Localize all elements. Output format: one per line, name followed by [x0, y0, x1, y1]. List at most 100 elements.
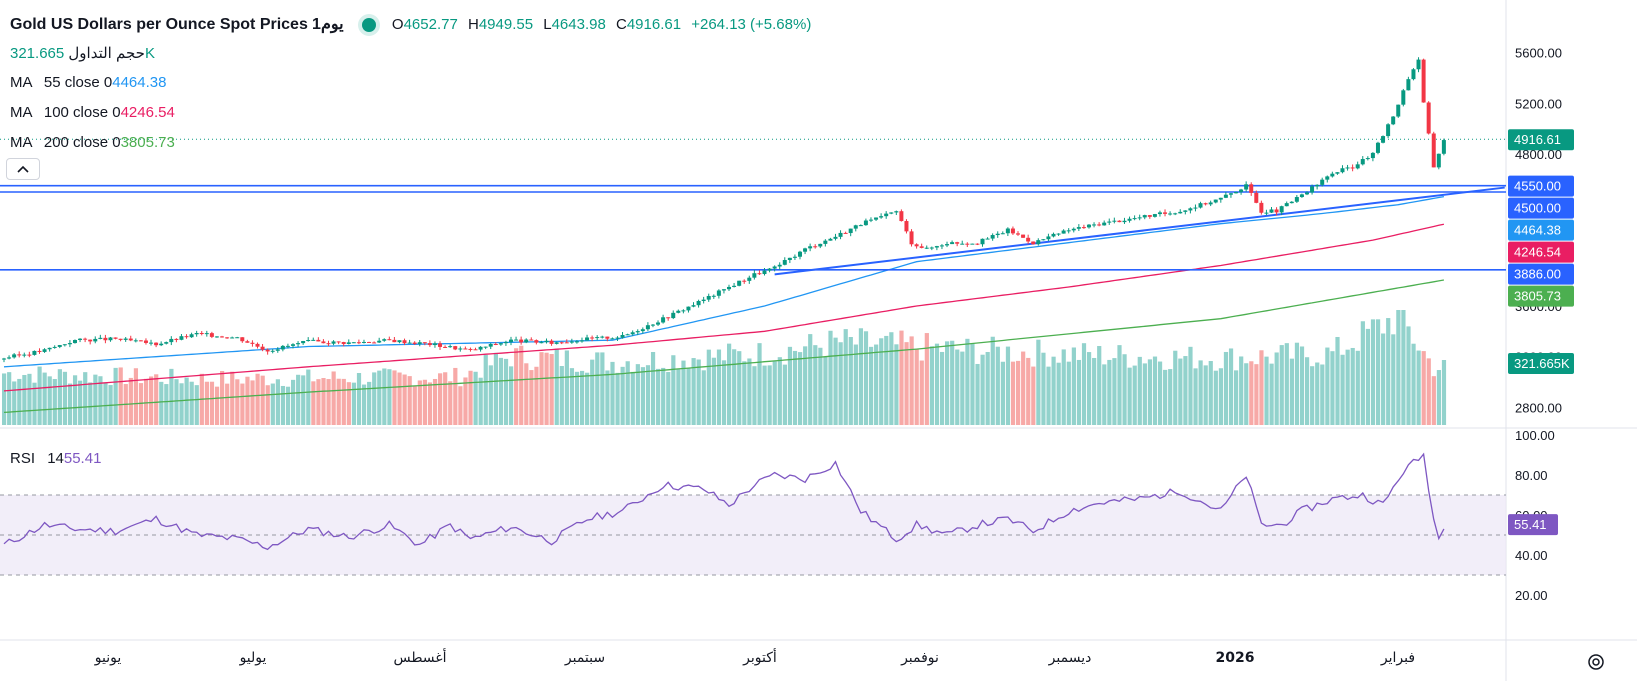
- candle-body: [1046, 236, 1051, 240]
- volume-bar: [1178, 358, 1183, 425]
- volume-bar: [1304, 357, 1310, 425]
- candle-body: [666, 317, 671, 319]
- candle-body: [265, 349, 270, 352]
- volume-bar: [1421, 351, 1426, 425]
- volume-bar: [407, 376, 412, 425]
- volume-bar: [118, 367, 123, 425]
- candle-body: [686, 306, 691, 311]
- ma55-legend[interactable]: MA 55 close 04464.38: [10, 74, 166, 91]
- candle-body: [1360, 159, 1365, 165]
- volume-bar: [1340, 354, 1345, 425]
- volume-bar: [965, 338, 970, 425]
- candle-body: [346, 342, 351, 345]
- candle-body: [1168, 213, 1173, 215]
- candle-body: [823, 240, 828, 244]
- symbol-title[interactable]: Gold US Dollars per Ounce Spot Prices: [10, 16, 308, 33]
- candle-body: [914, 244, 919, 247]
- volume-bar: [909, 336, 914, 425]
- gear-icon[interactable]: [1586, 652, 1606, 672]
- candle-body: [544, 340, 549, 343]
- price-label-text: 3805.73: [1514, 289, 1561, 304]
- candle-body: [559, 342, 564, 344]
- candle-body: [1218, 197, 1223, 200]
- candle-body: [656, 322, 661, 325]
- volume-value: 321.665K: [10, 45, 155, 62]
- candle-body: [772, 266, 777, 269]
- candle-body: [1375, 142, 1380, 153]
- volume-bar: [929, 346, 935, 425]
- candle-body: [1284, 203, 1289, 207]
- candle-body: [275, 349, 280, 351]
- volume-bar: [179, 383, 184, 425]
- ma200-legend[interactable]: MA 200 close 03805.73: [10, 134, 175, 151]
- candle-body: [37, 350, 42, 352]
- volume-bar: [853, 344, 858, 425]
- rsi-legend[interactable]: RSI 1455.41: [10, 450, 101, 467]
- volume-bar: [939, 351, 945, 425]
- volume-bar: [88, 382, 93, 425]
- candle-body: [174, 338, 179, 340]
- candle-body: [438, 343, 443, 347]
- volume-bar: [72, 375, 78, 425]
- candle-body: [625, 334, 630, 336]
- ma100-legend[interactable]: MA 100 close 04246.54: [10, 104, 175, 121]
- candle-body: [732, 285, 737, 287]
- volume-bar: [372, 372, 377, 425]
- volume-bar: [1102, 364, 1107, 425]
- volume-bar: [879, 338, 884, 425]
- candle-body: [483, 346, 488, 348]
- volume-bar: [585, 372, 590, 425]
- candle-body: [934, 246, 939, 248]
- volume-bar: [473, 371, 478, 425]
- candle-body: [133, 340, 138, 342]
- candle-body: [361, 341, 366, 343]
- volume-bar: [514, 348, 519, 425]
- volume-bar: [397, 372, 402, 425]
- volume-bar: [823, 356, 828, 425]
- candle-body: [1411, 69, 1416, 80]
- volume-legend[interactable]: حجم التداول 321.665K: [10, 44, 155, 62]
- volume-bar: [1335, 336, 1340, 425]
- price-label-box: [1508, 175, 1574, 197]
- volume-bar: [62, 371, 68, 425]
- candle-body: [661, 317, 666, 323]
- volume-bar: [382, 368, 387, 425]
- volume-bar: [1345, 349, 1350, 425]
- volume-bar: [7, 372, 12, 425]
- candle-body: [701, 299, 706, 301]
- volume-bar: [960, 351, 965, 425]
- volume-bar: [924, 333, 929, 425]
- candle-body: [569, 341, 574, 343]
- volume-bar: [483, 354, 488, 425]
- market-status-icon: [361, 18, 376, 33]
- candle-body: [990, 235, 995, 239]
- volume-bar: [1223, 351, 1229, 425]
- volume-bar: [950, 340, 955, 425]
- volume-bar: [945, 341, 950, 425]
- volume-bar: [1137, 356, 1142, 425]
- candle-body: [549, 340, 554, 344]
- volume-bar: [98, 376, 103, 425]
- volume-bar: [133, 368, 139, 425]
- volume-bar: [1193, 368, 1198, 425]
- trend-line: [774, 186, 1505, 276]
- candle-body: [1147, 215, 1152, 217]
- volume-bar: [1431, 376, 1436, 425]
- price-tick-label: 5600.00: [1515, 46, 1562, 61]
- interval-label[interactable]: 1يوم: [312, 16, 344, 33]
- volume-bar: [245, 376, 250, 425]
- volume-bar: [737, 351, 742, 425]
- ma200-value: 3805.73: [120, 134, 175, 151]
- volume-bar: [1320, 364, 1325, 425]
- volume-bar: [899, 330, 904, 425]
- candle-body: [1010, 228, 1015, 234]
- time-axis-label: ديسمبر: [1048, 650, 1092, 666]
- volume-label: حجم التداول: [68, 45, 145, 62]
- rsi-value-text: 55.41: [1514, 517, 1547, 532]
- collapse-legend-button[interactable]: [6, 158, 40, 180]
- volume-bar: [57, 369, 62, 425]
- volume-bar: [1152, 356, 1158, 425]
- candle-body: [397, 340, 402, 343]
